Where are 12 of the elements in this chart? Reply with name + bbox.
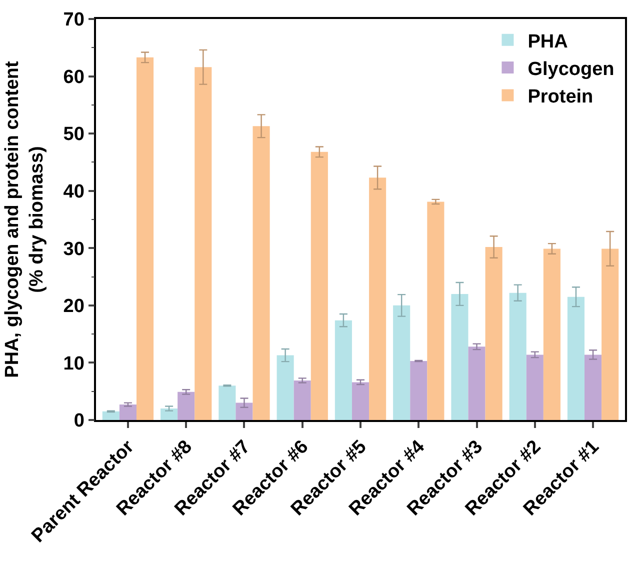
legend-label: Glycogen: [528, 58, 614, 80]
legend-label: PHA: [528, 31, 568, 52]
y-tick-label: 60: [63, 66, 84, 88]
y-tick-label: 40: [63, 182, 84, 203]
y-axis-title: PHA, glycogen and protein content (% dry biomass): [2, 60, 48, 378]
y-tick-label: 0: [74, 410, 84, 432]
y-tick-label: 70: [63, 10, 84, 31]
legend-label: Protein: [528, 86, 594, 108]
y-tick-label: 30: [63, 238, 84, 260]
y-tick-label: 10: [63, 353, 84, 374]
y-tick-label: 20: [63, 296, 84, 318]
y-tick-label: 50: [63, 124, 84, 146]
